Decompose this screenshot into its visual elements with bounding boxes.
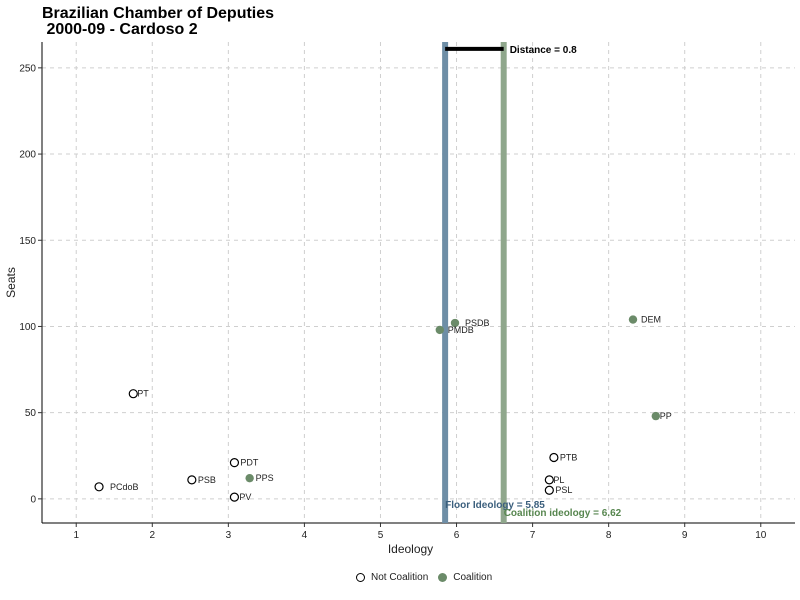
y-tick-label: 150 (19, 236, 36, 247)
data-point-pt (128, 389, 138, 399)
data-point-psb (187, 475, 197, 485)
legend-item-not-coalition: Not Coalition (356, 572, 428, 583)
x-tick-label: 5 (378, 530, 384, 541)
legend-filled-circle-icon (438, 573, 448, 582)
data-point-pps (245, 473, 254, 483)
point-label-pv: PV (239, 492, 251, 502)
coalition-ideology-label: Coalition ideology = 6.62 (504, 508, 622, 519)
x-tick-label: 4 (302, 530, 308, 541)
point-label-pps: PPS (256, 473, 274, 483)
data-point-dem (628, 315, 638, 324)
point-label-pt: PT (137, 389, 149, 399)
x-tick-label: 6 (454, 530, 460, 541)
x-tick-label: 10 (755, 530, 767, 541)
x-tick-label: 2 (150, 530, 156, 541)
point-label-dem: DEM (641, 315, 661, 325)
x-tick-label: 9 (682, 530, 688, 541)
data-point-ptb (549, 452, 559, 463)
y-axis-title: Seats (4, 267, 18, 298)
legend-item-coalition: Coalition (438, 572, 492, 583)
point-label-pcdob: PCdoB (110, 482, 139, 492)
legend: Not Coalition Coalition (356, 572, 502, 583)
chart-title-line2: 2000-09 - Cardoso 2 (42, 21, 198, 38)
legend-open-circle-icon (356, 573, 365, 582)
legend-label-coalition: Coalition (453, 572, 493, 583)
point-label-psl: PSL (555, 485, 572, 495)
x-tick-label: 7 (530, 530, 536, 541)
data-point-pv (229, 492, 240, 502)
point-label-ptb: PTB (560, 452, 578, 462)
point-label-psb: PSB (198, 475, 216, 485)
legend-label-not-coalition: Not Coalition (371, 572, 429, 583)
y-tick-label: 200 (19, 150, 36, 161)
data-point-pcdob (94, 482, 104, 492)
chart-title-line1: Brazilian Chamber of Deputies (42, 5, 275, 22)
data-point-psdb (450, 318, 460, 328)
distance-label: Distance = 0.8 (510, 45, 577, 56)
point-label-pmdb: PMDB (448, 325, 474, 335)
y-tick-label: 250 (19, 63, 36, 74)
point-label-pdt: PDT (240, 458, 259, 468)
x-tick-label: 1 (73, 530, 79, 541)
data-point-pmdb (435, 325, 444, 335)
x-tick-label: 3 (226, 530, 232, 541)
y-tick-label: 50 (25, 408, 37, 419)
y-tick-label: 100 (19, 322, 36, 333)
point-label-pp: PP (660, 411, 672, 421)
x-axis-title: Ideology (388, 542, 433, 556)
point-label-pl: PL (553, 475, 564, 485)
data-point-pdt (229, 458, 240, 468)
data-point-psl (544, 485, 554, 495)
data-point-pl (544, 475, 554, 485)
data-point-pp (651, 411, 661, 421)
x-tick-label: 8 (606, 530, 612, 541)
y-tick-label: 0 (30, 494, 36, 505)
floor-ideology-label: Floor Ideology = 5.85 (445, 500, 545, 511)
point-label-psdb: PSDB (465, 318, 490, 328)
